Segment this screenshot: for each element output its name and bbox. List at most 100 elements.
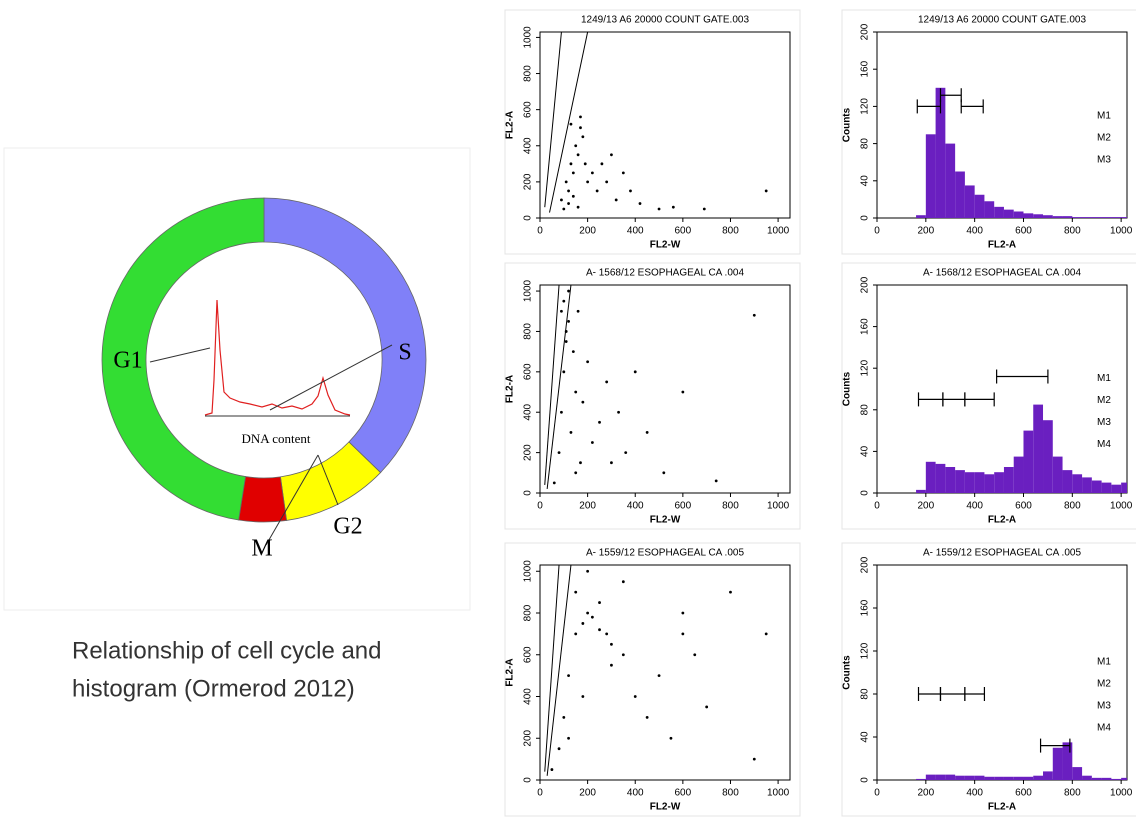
marker-label: M4	[1097, 439, 1111, 450]
point	[610, 153, 613, 157]
bar	[945, 143, 956, 218]
point	[621, 171, 625, 175]
point	[600, 162, 604, 166]
x-tick-label: 1000	[767, 788, 790, 799]
point	[581, 400, 585, 404]
bar	[1043, 771, 1053, 780]
cell-cycle-ring	[101, 197, 427, 523]
point	[560, 198, 563, 202]
point	[586, 360, 590, 364]
gate-line	[544, 564, 560, 772]
x-tick-label: 1000	[767, 501, 790, 512]
point	[550, 768, 554, 771]
x-tick-label: 1000	[1110, 501, 1133, 512]
y-tick-label: 120	[860, 98, 871, 115]
point	[610, 642, 613, 646]
bar	[945, 467, 956, 493]
bar	[925, 461, 936, 493]
x-axis-label: FL2-W	[650, 515, 681, 526]
point	[662, 471, 666, 475]
point	[657, 207, 661, 211]
point	[562, 299, 566, 303]
x-tick-label: 400	[627, 226, 644, 237]
bar	[1043, 420, 1053, 493]
bar	[916, 489, 926, 493]
point	[567, 289, 570, 293]
bar	[1052, 456, 1063, 493]
point	[579, 126, 582, 130]
bar	[1082, 217, 1092, 218]
point	[729, 590, 732, 594]
point	[629, 189, 632, 193]
bar	[1111, 778, 1122, 780]
point	[617, 410, 620, 414]
bar	[955, 775, 965, 780]
marker-label: M3	[1097, 154, 1111, 165]
x-axis-label: FL2-W	[650, 240, 681, 251]
ring-segment	[101, 197, 265, 521]
y-tick-label: 80	[860, 688, 871, 700]
point	[567, 674, 570, 678]
bar	[1023, 430, 1034, 493]
gate-line	[546, 284, 572, 490]
x-tick-label: 0	[874, 226, 880, 237]
point	[567, 202, 570, 205]
y-tick-label: 40	[860, 445, 871, 457]
point	[681, 611, 685, 615]
y-tick-label: 200	[860, 276, 871, 293]
bar	[1013, 776, 1024, 780]
bar	[925, 134, 936, 218]
point	[562, 715, 566, 719]
point	[586, 569, 590, 573]
point	[586, 611, 590, 615]
y-tick-label: 160	[860, 599, 871, 616]
caption: histogram (Ormerod 2012)	[72, 675, 355, 702]
marker-label: M1	[1097, 656, 1111, 667]
panel	[504, 542, 801, 817]
y-tick-label: 80	[860, 404, 871, 416]
point	[598, 420, 601, 424]
y-tick-label: 600	[523, 646, 534, 663]
point	[581, 622, 585, 625]
point	[574, 144, 578, 148]
y-tick-label: 200	[860, 23, 871, 40]
y-tick-label: 800	[523, 604, 534, 621]
leader-line	[269, 344, 393, 411]
y-tick-label: 0	[860, 777, 871, 783]
x-axis-label: FL2-A	[988, 515, 1016, 526]
point	[621, 580, 625, 584]
bar	[1121, 482, 1127, 493]
marker-label: M2	[1097, 678, 1111, 689]
bar	[994, 776, 1004, 780]
y-axis-label: Counts	[842, 107, 853, 142]
point	[598, 628, 601, 632]
chart-title: 1249/13 A6 20000 COUNT GATE.003	[918, 15, 1087, 26]
bar	[974, 472, 985, 493]
axis-label: DNA content	[242, 431, 311, 446]
point	[633, 370, 637, 374]
x-tick-label: 1000	[1110, 788, 1133, 799]
bar	[1033, 404, 1044, 493]
point	[605, 632, 609, 636]
bar	[1033, 775, 1044, 780]
y-tick-label: 1000	[523, 560, 534, 583]
point	[624, 451, 628, 455]
point	[645, 715, 649, 719]
bar	[935, 463, 946, 493]
point	[693, 653, 697, 657]
y-tick-label: 120	[860, 642, 871, 659]
point	[579, 461, 582, 465]
point	[579, 115, 582, 119]
x-tick-label: 0	[874, 501, 880, 512]
x-tick-label: 0	[537, 788, 543, 799]
bar	[1052, 216, 1063, 218]
bar	[1101, 777, 1112, 780]
y-tick-label: 0	[860, 215, 871, 221]
point	[705, 705, 709, 709]
x-tick-label: 400	[627, 788, 644, 799]
bar	[1121, 217, 1127, 218]
phase-label: G2	[333, 514, 362, 540]
panel	[841, 542, 1136, 817]
x-tick-label: 800	[1064, 226, 1081, 237]
point	[590, 171, 594, 175]
